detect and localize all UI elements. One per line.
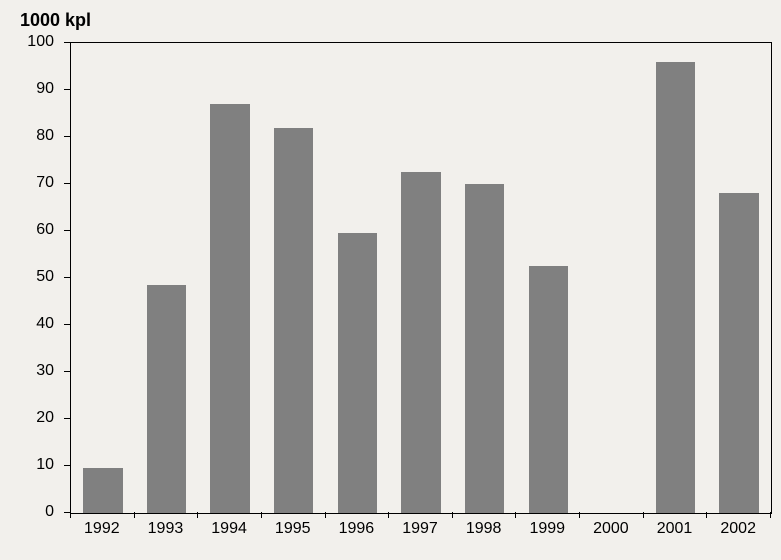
x-tick-mark xyxy=(643,512,644,518)
bar xyxy=(338,233,377,513)
y-tick-mark xyxy=(64,277,70,278)
y-tick-label: 100 xyxy=(14,33,54,51)
y-tick-mark xyxy=(64,42,70,43)
y-tick-label: 70 xyxy=(14,174,54,192)
x-tick-label: 1994 xyxy=(211,520,247,538)
y-tick-mark xyxy=(64,230,70,231)
y-tick-label: 0 xyxy=(14,503,54,521)
bar xyxy=(83,468,122,513)
x-tick-mark xyxy=(134,512,135,518)
bar xyxy=(656,62,695,513)
x-tick-label: 1993 xyxy=(148,520,184,538)
y-axis-title: 1000 kpl xyxy=(20,10,91,31)
bar xyxy=(210,104,249,513)
plot-area xyxy=(70,42,772,514)
y-tick-mark xyxy=(64,89,70,90)
x-tick-mark xyxy=(197,512,198,518)
x-tick-mark xyxy=(515,512,516,518)
x-tick-mark xyxy=(706,512,707,518)
y-tick-label: 90 xyxy=(14,80,54,98)
bar xyxy=(719,193,758,513)
y-tick-label: 10 xyxy=(14,456,54,474)
bar xyxy=(147,285,186,513)
x-tick-label: 2000 xyxy=(593,520,629,538)
y-tick-label: 30 xyxy=(14,362,54,380)
y-tick-label: 40 xyxy=(14,315,54,333)
bar-chart: 1000 kpl 0 10 20 30 40 50 60 70 80 90 100 1992 1993 1… xyxy=(0,0,781,560)
y-tick-label: 20 xyxy=(14,409,54,427)
y-tick-label: 50 xyxy=(14,268,54,286)
y-tick-mark xyxy=(64,183,70,184)
x-tick-mark xyxy=(70,512,71,518)
x-tick-label: 1998 xyxy=(466,520,502,538)
x-tick-mark xyxy=(452,512,453,518)
x-tick-label: 1999 xyxy=(529,520,565,538)
bar xyxy=(274,128,313,513)
x-tick-label: 1997 xyxy=(402,520,438,538)
y-tick-label: 60 xyxy=(14,221,54,239)
bar xyxy=(529,266,568,513)
x-tick-mark xyxy=(579,512,580,518)
y-tick-label: 80 xyxy=(14,127,54,145)
y-tick-mark xyxy=(64,418,70,419)
x-tick-mark xyxy=(325,512,326,518)
x-tick-mark xyxy=(388,512,389,518)
x-tick-mark xyxy=(770,512,771,518)
y-tick-mark xyxy=(64,136,70,137)
bar xyxy=(401,172,440,513)
x-tick-label: 1995 xyxy=(275,520,311,538)
y-tick-mark xyxy=(64,324,70,325)
x-tick-label: 1992 xyxy=(84,520,120,538)
x-tick-mark xyxy=(261,512,262,518)
bar xyxy=(465,184,504,513)
x-tick-label: 2001 xyxy=(657,520,693,538)
x-tick-label: 1996 xyxy=(339,520,375,538)
y-tick-mark xyxy=(64,465,70,466)
x-tick-label: 2002 xyxy=(720,520,756,538)
y-tick-mark xyxy=(64,371,70,372)
